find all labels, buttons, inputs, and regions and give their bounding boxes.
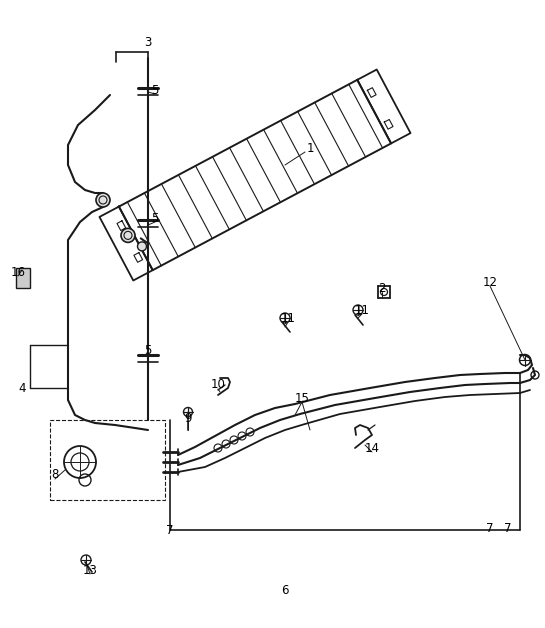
Circle shape (121, 229, 135, 242)
Text: 9: 9 (184, 411, 192, 425)
Text: 16: 16 (10, 266, 26, 278)
Text: 2: 2 (378, 281, 386, 295)
Text: 11: 11 (281, 311, 295, 325)
Text: 15: 15 (294, 391, 310, 404)
Text: 5: 5 (152, 212, 159, 224)
Text: 13: 13 (82, 563, 98, 577)
Text: 8: 8 (51, 468, 59, 482)
Text: 7: 7 (504, 521, 512, 534)
Text: 5: 5 (152, 84, 159, 97)
Text: 12: 12 (482, 276, 498, 288)
Text: 5: 5 (144, 344, 152, 357)
Text: 4: 4 (18, 381, 26, 394)
Circle shape (96, 193, 110, 207)
Circle shape (137, 242, 147, 251)
Text: 6: 6 (281, 583, 289, 597)
Bar (16, 268, 30, 288)
Text: 1: 1 (306, 141, 314, 154)
Text: 10: 10 (210, 379, 226, 391)
Text: 7: 7 (166, 524, 174, 536)
Text: 7: 7 (486, 521, 494, 534)
Text: 14: 14 (365, 441, 379, 455)
Text: 11: 11 (354, 303, 370, 317)
Bar (50, 420, 165, 500)
Text: 3: 3 (144, 36, 152, 48)
